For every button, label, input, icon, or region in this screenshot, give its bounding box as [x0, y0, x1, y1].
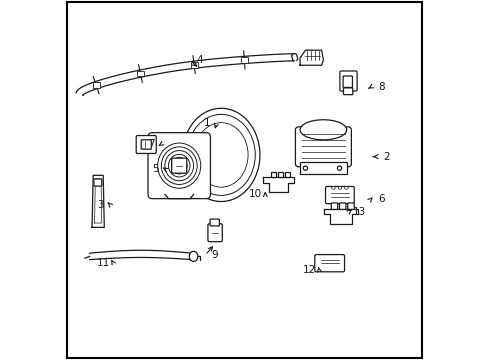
- FancyBboxPatch shape: [92, 82, 100, 88]
- FancyBboxPatch shape: [339, 203, 346, 210]
- Text: 9: 9: [211, 250, 218, 260]
- FancyBboxPatch shape: [325, 186, 353, 204]
- Polygon shape: [263, 177, 293, 192]
- Polygon shape: [300, 50, 323, 65]
- Ellipse shape: [337, 166, 341, 170]
- Text: 10: 10: [248, 189, 261, 199]
- Text: 6: 6: [377, 194, 384, 204]
- Ellipse shape: [303, 166, 307, 170]
- FancyBboxPatch shape: [314, 255, 344, 272]
- Text: 5: 5: [152, 164, 159, 174]
- FancyBboxPatch shape: [240, 57, 247, 63]
- Text: 7: 7: [148, 139, 154, 149]
- FancyBboxPatch shape: [330, 203, 337, 210]
- Ellipse shape: [344, 186, 347, 189]
- Ellipse shape: [182, 108, 260, 202]
- FancyBboxPatch shape: [94, 179, 102, 186]
- FancyBboxPatch shape: [210, 219, 219, 226]
- Ellipse shape: [194, 123, 247, 187]
- Ellipse shape: [331, 186, 335, 189]
- Ellipse shape: [164, 150, 193, 181]
- FancyBboxPatch shape: [343, 88, 352, 95]
- Polygon shape: [94, 179, 102, 223]
- Ellipse shape: [337, 186, 341, 189]
- FancyBboxPatch shape: [339, 71, 356, 91]
- FancyBboxPatch shape: [137, 71, 144, 76]
- FancyBboxPatch shape: [300, 162, 346, 174]
- FancyBboxPatch shape: [141, 140, 151, 149]
- FancyBboxPatch shape: [148, 133, 210, 199]
- Text: 13: 13: [352, 207, 365, 217]
- Text: 11: 11: [97, 258, 110, 268]
- FancyBboxPatch shape: [295, 127, 351, 167]
- Ellipse shape: [158, 143, 201, 188]
- Text: 2: 2: [382, 152, 388, 162]
- Ellipse shape: [189, 251, 198, 261]
- Text: 4: 4: [196, 55, 203, 65]
- FancyBboxPatch shape: [270, 172, 275, 177]
- FancyBboxPatch shape: [207, 224, 222, 242]
- Ellipse shape: [300, 120, 346, 140]
- FancyBboxPatch shape: [277, 172, 282, 177]
- Ellipse shape: [168, 154, 190, 177]
- FancyBboxPatch shape: [347, 203, 353, 210]
- Polygon shape: [324, 209, 357, 224]
- Ellipse shape: [171, 157, 187, 174]
- FancyBboxPatch shape: [136, 135, 156, 153]
- Text: 12: 12: [302, 265, 315, 275]
- FancyBboxPatch shape: [171, 158, 186, 173]
- FancyBboxPatch shape: [190, 62, 197, 68]
- Ellipse shape: [161, 147, 197, 184]
- Text: 3: 3: [97, 200, 103, 210]
- Text: 8: 8: [377, 82, 384, 92]
- Polygon shape: [92, 175, 104, 227]
- Text: 1: 1: [203, 118, 210, 128]
- FancyBboxPatch shape: [285, 172, 289, 177]
- FancyBboxPatch shape: [343, 76, 352, 87]
- Ellipse shape: [187, 114, 255, 195]
